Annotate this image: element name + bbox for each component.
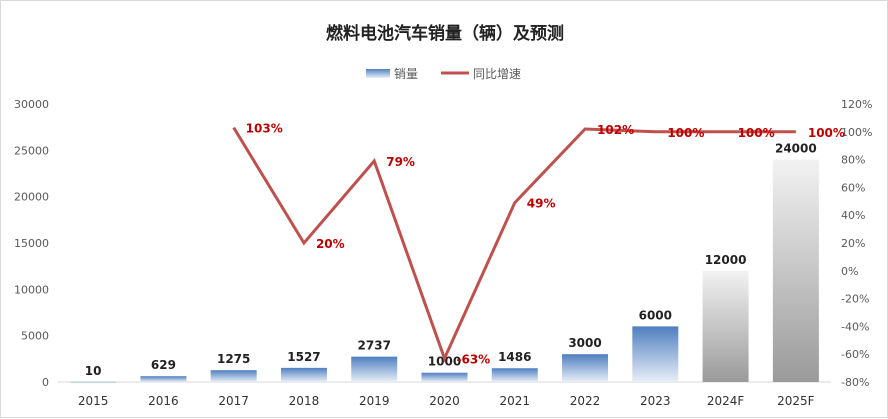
bar (280, 367, 327, 382)
chart-title: 燃料电池汽车销量（辆）及预测 (326, 23, 564, 44)
x-tick-label: 2018 (289, 394, 320, 408)
bar-data-label: 6000 (639, 308, 672, 322)
x-tick-label: 2023 (640, 394, 671, 408)
line-data-label: 100% (738, 126, 775, 140)
bar-data-label: 24000 (775, 142, 817, 156)
y-left-tick-label: 10000 (14, 283, 49, 296)
y-right-tick-label: -80% (841, 376, 869, 389)
bar-data-label: 1527 (287, 350, 320, 364)
legend-label-growth: 同比增速 (473, 67, 521, 81)
y-right-tick-label: -20% (841, 293, 869, 306)
x-tick-label: 2016 (148, 394, 179, 408)
bar-data-label: 12000 (705, 253, 747, 267)
x-tick-label: 2017 (218, 394, 249, 408)
line-data-label: 49% (527, 197, 556, 211)
x-tick-label: 2020 (429, 394, 460, 408)
line-data-label: 103% (246, 122, 283, 136)
bar-data-label: 1486 (498, 350, 531, 364)
y-left-tick-label: 0 (42, 376, 49, 389)
y-right-tick-label: 60% (841, 181, 865, 194)
x-tick-label: 2025F (777, 394, 815, 408)
bar (632, 326, 679, 382)
line-data-label: 20% (316, 237, 345, 251)
y-left-tick-label: 15000 (14, 237, 49, 250)
x-tick-label: 2019 (359, 394, 390, 408)
y-right-tick-label: 0% (841, 265, 858, 278)
y-right-tick-label: 40% (841, 209, 865, 222)
bar-data-label: 629 (151, 358, 176, 372)
y-right-tick-label: -60% (841, 348, 869, 361)
bar (702, 270, 749, 382)
bar (491, 368, 538, 382)
bar (562, 354, 609, 382)
y-right-tick-label: 120% (841, 98, 872, 111)
legend-label-sales: 销量 (394, 67, 418, 81)
x-tick-label: 2015 (78, 394, 109, 408)
legend: 销量 同比增速 (366, 67, 521, 81)
bar-data-label: 1275 (217, 352, 250, 366)
x-tick-label: 2021 (499, 394, 530, 408)
line-data-label: 100% (808, 126, 845, 140)
bar (140, 376, 187, 382)
x-tick-label: 2024F (707, 394, 745, 408)
y-right-tick-label: -40% (841, 320, 869, 333)
y-left-tick-label: 25000 (14, 144, 49, 157)
bar (70, 381, 117, 383)
y-left-tick-label: 5000 (21, 330, 49, 343)
y-left-tick-label: 30000 (14, 98, 49, 111)
bar-data-label: 10 (85, 364, 102, 378)
bar (421, 372, 468, 382)
y-right-tick-label: 80% (841, 154, 865, 167)
line-data-label: 79% (386, 155, 415, 169)
y-right-tick-label: 20% (841, 237, 865, 250)
x-tick-label: 2022 (570, 394, 601, 408)
y-right-tick-label: 100% (841, 126, 872, 139)
y-left-tick-label: 20000 (14, 191, 49, 204)
line-data-label: 100% (667, 126, 704, 140)
bar (210, 370, 257, 382)
bar (772, 159, 819, 382)
legend-swatch-sales (366, 69, 390, 78)
growth-line (232, 126, 796, 363)
line-data-label: 102% (597, 123, 634, 137)
bar-data-label: 3000 (568, 336, 601, 350)
line-data-label: -63% (457, 352, 491, 366)
bar (351, 356, 398, 382)
bar-data-label: 2737 (358, 339, 391, 353)
